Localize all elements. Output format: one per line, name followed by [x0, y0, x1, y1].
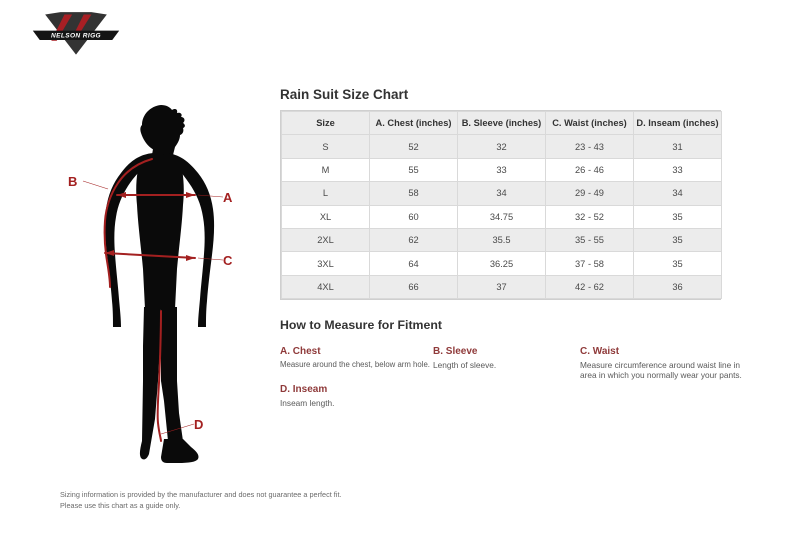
- svg-text:A: A: [223, 190, 233, 205]
- svg-text:NELSON RIGG: NELSON RIGG: [51, 33, 101, 40]
- svg-text:D: D: [194, 417, 203, 432]
- svg-text:C: C: [223, 253, 233, 268]
- svg-text:B: B: [68, 174, 77, 189]
